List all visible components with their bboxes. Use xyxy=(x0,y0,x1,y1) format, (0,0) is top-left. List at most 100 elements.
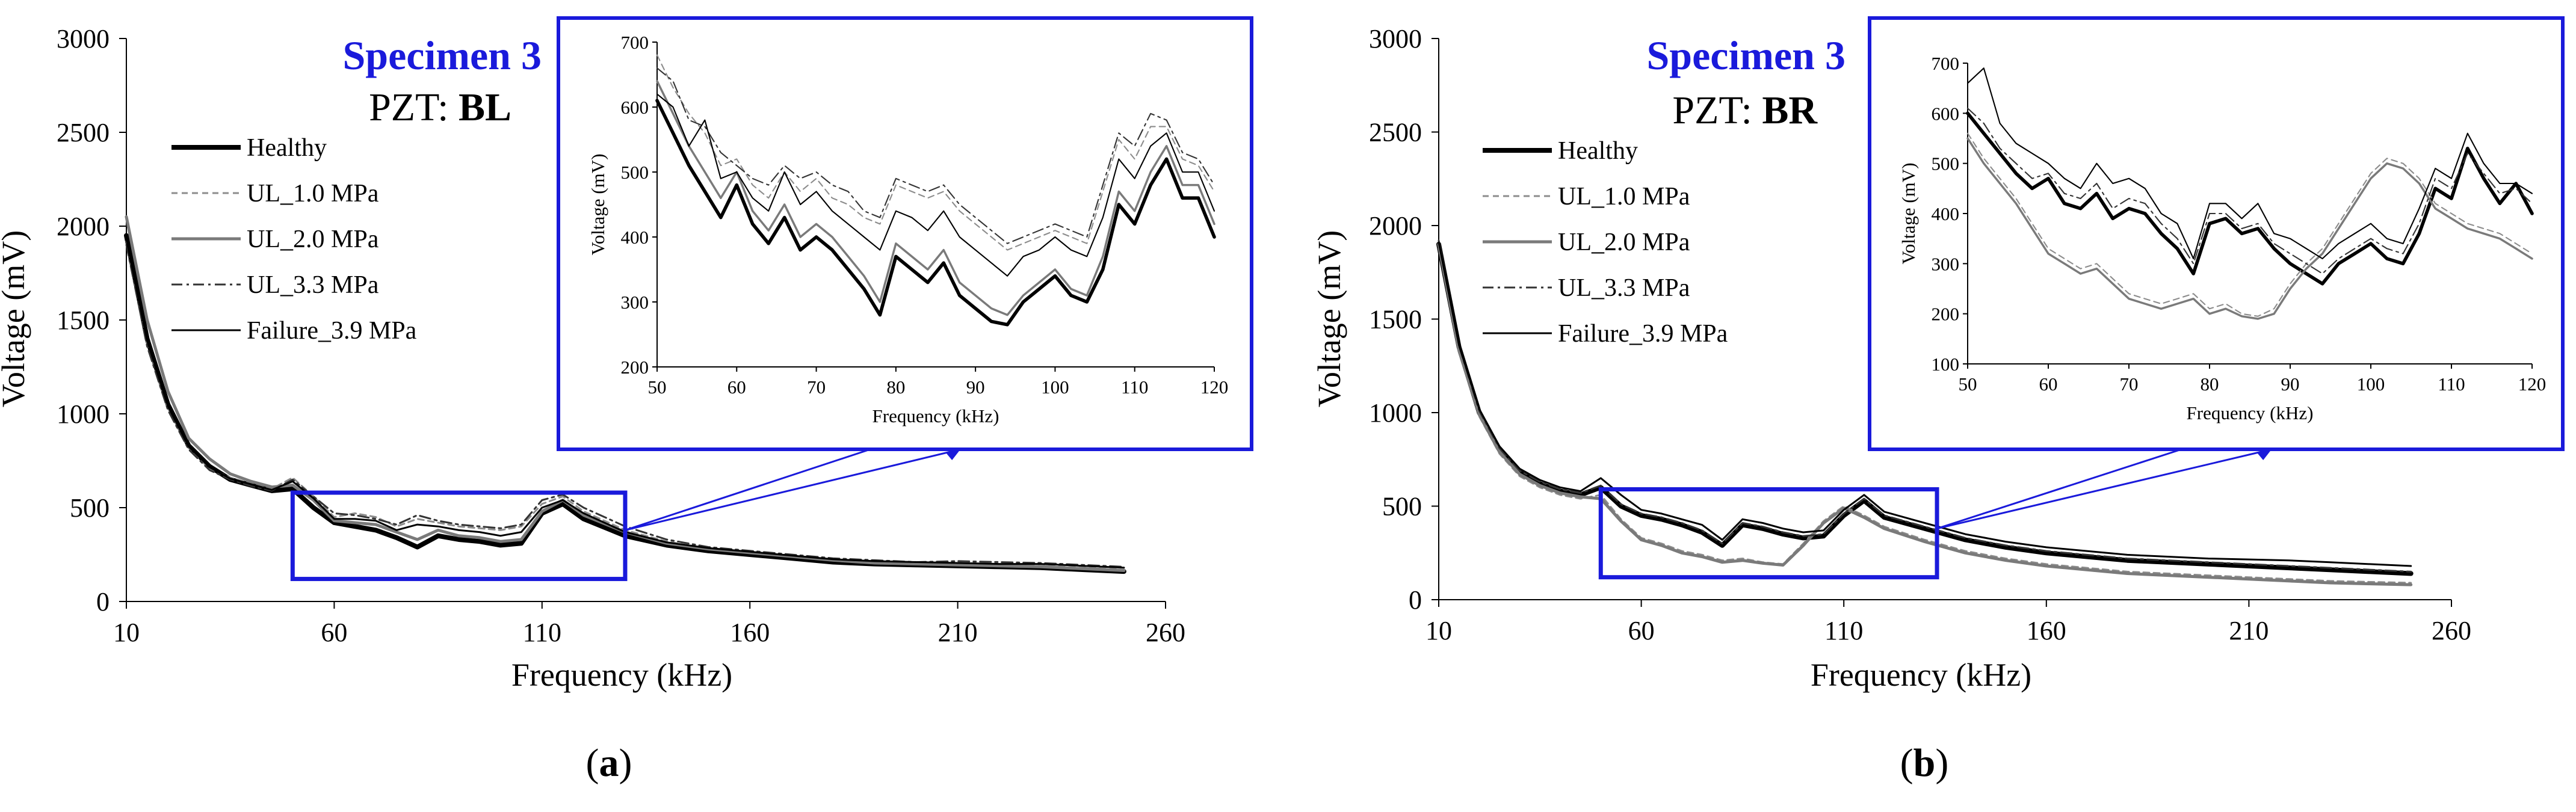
inset-x-axis-title: Frequency (kHz) xyxy=(2187,402,2314,423)
inset-x-tick-label: 60 xyxy=(727,377,746,398)
series-line-healthy xyxy=(1436,242,2414,576)
panel-label-close: ) xyxy=(1935,741,1948,785)
legend: Healthy UL_1.0 MPa UL_2.0 MPa UL_3.3 MPa Fai… xyxy=(171,134,417,345)
inset-series-line-ul-2-0-mpa xyxy=(656,80,1215,316)
inset-series-line-failure-3-9-mpa xyxy=(1966,67,2533,260)
inset-x-tick-label: 110 xyxy=(2438,374,2465,395)
pzt-prefix: PZT: xyxy=(369,85,459,129)
inset-y-tick-label: 200 xyxy=(1932,304,1960,325)
x-tick-label: 10 xyxy=(1425,616,1452,645)
y-tick-label: 0 xyxy=(96,587,110,617)
panel-label-letter: a xyxy=(599,741,619,785)
series-line-failure-3-9-mpa xyxy=(125,238,1125,569)
inset-x-tick-label: 70 xyxy=(807,377,826,398)
y-tick-label: 1500 xyxy=(1369,305,1422,334)
legend-label-ul-1-0-mpa: UL_1.0 MPa xyxy=(247,180,379,208)
inset-y-tick-label: 400 xyxy=(1932,203,1960,224)
inset-y-axis-title: Voltage (mV) xyxy=(587,153,608,255)
x-tick-label: 260 xyxy=(1146,618,1185,647)
series-line-ul-3-3-mpa xyxy=(1438,239,2412,573)
inset-y-axis-title: Voltage (mV) xyxy=(1898,162,1919,264)
y-tick-label: 2500 xyxy=(57,118,110,147)
x-tick-label: 60 xyxy=(1628,616,1655,645)
legend-label-ul-3-3-mpa: UL_3.3 MPa xyxy=(1558,274,1690,302)
inset-x-tick-label: 50 xyxy=(648,377,667,398)
inset-y-tick-label: 300 xyxy=(621,292,649,313)
inset-x-tick-label: 90 xyxy=(2281,374,2300,395)
series-line-ul-2-0-mpa xyxy=(1437,242,2413,586)
inset-series-line-ul-1-0-mpa xyxy=(656,54,1215,251)
panel-label-open: ( xyxy=(1900,741,1913,785)
inset-x-tick-label: 100 xyxy=(1041,377,1069,398)
y-tick-label: 2000 xyxy=(1369,211,1422,241)
inset-y-tick-label: 400 xyxy=(621,227,649,248)
x-tick-label: 210 xyxy=(2229,616,2269,645)
inset-series-line-healthy xyxy=(1966,111,2534,286)
inset-x-axis-title: Frequency (kHz) xyxy=(873,405,999,426)
inset-x-tick-label: 60 xyxy=(2039,374,2058,395)
legend-label-failure-3-9-mpa: Failure_3.9 MPa xyxy=(247,317,417,345)
y-axis-title: Voltage (mV) xyxy=(0,230,31,407)
zoom-region-box xyxy=(290,490,628,582)
inset-x-tick-label: 120 xyxy=(1200,377,1229,398)
legend-label-healthy: Healthy xyxy=(1558,137,1638,165)
specimen-title: Specimen 3 xyxy=(342,32,542,78)
x-tick-label: 260 xyxy=(2432,616,2471,645)
panel-label: (a) xyxy=(586,741,632,785)
x-tick-label: 60 xyxy=(321,618,347,647)
inset-series-line-ul-3-3-mpa xyxy=(1966,107,2533,275)
legend-label-ul-3-3-mpa: UL_3.3 MPa xyxy=(247,271,379,299)
x-tick-label: 110 xyxy=(523,618,561,647)
zoom-connector-line xyxy=(625,448,871,531)
panel-label: (b) xyxy=(1900,741,1949,785)
y-tick-label: 0 xyxy=(1409,585,1422,615)
chart-panel-b: 0 500 1000 1500 2000 2500 3000 10 60 110 160 210 260… xyxy=(1311,16,2565,785)
series-line-failure-3-9-mpa xyxy=(1438,241,2412,567)
pzt-label: PZT: BR xyxy=(1672,88,1818,132)
inset-x-tick-label: 70 xyxy=(2120,374,2139,395)
pzt-name: BL xyxy=(459,85,511,129)
inset-frame xyxy=(557,16,1253,451)
legend-label-ul-2-0-mpa: UL_2.0 MPa xyxy=(247,226,379,253)
inset-x-tick-label: 50 xyxy=(1959,374,1977,395)
series-line-ul-2-0-mpa xyxy=(125,215,1126,572)
x-axis-title: Frequency (kHz) xyxy=(1811,657,2031,693)
inset-y-tick-label: 100 xyxy=(1932,354,1960,375)
main-series-group xyxy=(1436,239,2414,586)
inset-x-tick-label: 90 xyxy=(966,377,985,398)
y-tick-label: 3000 xyxy=(1369,24,1422,54)
y-tick-label: 1000 xyxy=(1369,398,1422,428)
zoom-connector-arrowhead xyxy=(2257,449,2272,460)
legend-label-ul-2-0-mpa: UL_2.0 MPa xyxy=(1558,229,1690,256)
panel-label-open: ( xyxy=(586,741,599,785)
pzt-label: PZT: BL xyxy=(369,85,511,129)
panel-label-close: ) xyxy=(619,741,632,785)
legend-label-ul-1-0-mpa: UL_1.0 MPa xyxy=(1558,183,1690,211)
inset-x-tick-label: 80 xyxy=(886,377,905,398)
y-tick-label: 3000 xyxy=(57,24,110,54)
inset-series-line-healthy xyxy=(655,99,1216,327)
inset-y-tick-label: 700 xyxy=(621,32,649,53)
inset-x-tick-label: 110 xyxy=(1121,377,1148,398)
inset-x-tick-label: 100 xyxy=(2357,374,2385,395)
inset-y-tick-label: 500 xyxy=(621,162,649,183)
panel-label-letter: b xyxy=(1913,741,1936,785)
specimen-title: Specimen 3 xyxy=(1646,32,1846,78)
inset-chart: 200 300 400 500 600 700 50 60 70 80 90 100 110 120 Fre… xyxy=(587,32,1228,426)
inset-series-line-ul-1-0-mpa xyxy=(1966,132,2533,317)
inset-y-tick-label: 600 xyxy=(1932,103,1960,124)
legend-label-failure-3-9-mpa: Failure_3.9 MPa xyxy=(1558,320,1728,348)
zoom-connector-line xyxy=(1936,448,2272,530)
y-tick-label: 2000 xyxy=(57,212,110,241)
chart-panel-a: 0 500 1000 1500 2000 2500 3000 10 60 110 160 210 260… xyxy=(0,16,1253,785)
x-tick-label: 110 xyxy=(1824,616,1863,645)
zoom-connector-line xyxy=(1936,448,2182,530)
y-axis-title: Voltage (mV) xyxy=(1311,230,1347,407)
legend-label-healthy: Healthy xyxy=(247,134,327,162)
inset-series-line-ul-2-0-mpa xyxy=(1966,137,2533,320)
inset-series-line-ul-3-3-mpa xyxy=(656,67,1215,244)
x-tick-label: 160 xyxy=(730,618,770,647)
x-tick-label: 10 xyxy=(113,618,140,647)
pzt-name: BR xyxy=(1762,88,1818,132)
